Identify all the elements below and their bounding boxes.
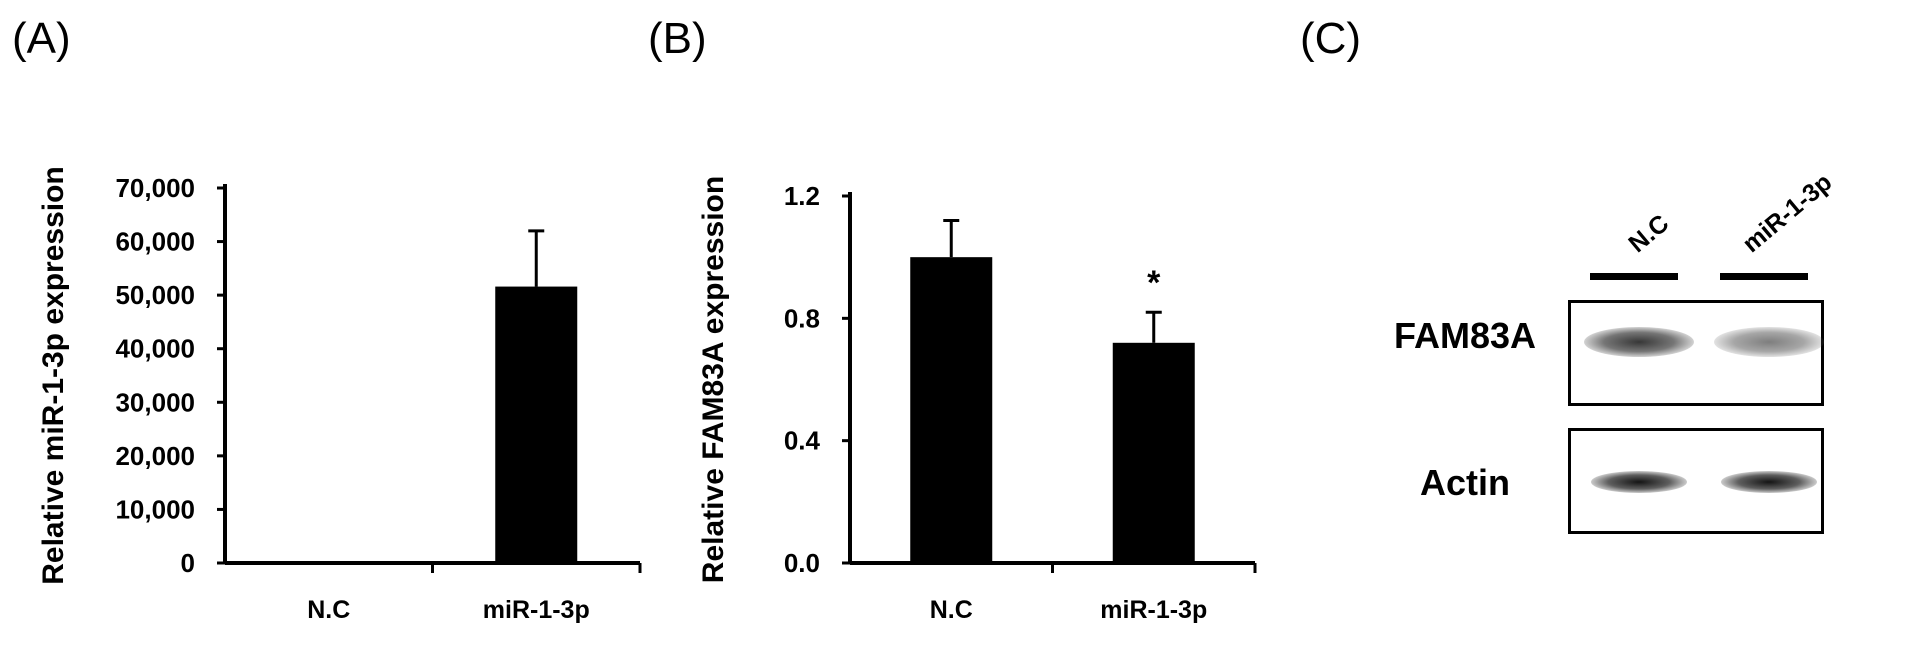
panel-label-b: (B) xyxy=(648,14,707,63)
y-tick-label: 20,000 xyxy=(115,441,195,471)
significance-mark: * xyxy=(1147,264,1161,302)
y-tick-label: 60,000 xyxy=(115,227,195,257)
x-tick-label: N.C xyxy=(930,596,973,624)
y-axis-label: Relative miR-1-3p expression xyxy=(37,166,70,585)
y-tick-label: 0.4 xyxy=(784,426,821,456)
blot-label-fam83a: FAM83A xyxy=(1394,315,1537,356)
y-tick-label: 1.2 xyxy=(784,181,820,211)
y-tick-label: 0 xyxy=(181,548,195,578)
y-tick-label: 10,000 xyxy=(115,494,195,524)
bar xyxy=(1112,342,1195,563)
bar xyxy=(910,257,993,563)
panel-label-c: (C) xyxy=(1300,14,1362,63)
y-tick-label: 30,000 xyxy=(115,387,195,417)
chart-b: 0.0 0.4 0.8 1.2 N.C * miR-1-3p Relative FAM83A … xyxy=(697,176,1257,624)
panel-label-a: (A) xyxy=(12,14,71,63)
blot-label-actin: Actin xyxy=(1420,462,1510,503)
blot-band xyxy=(1591,471,1687,493)
x-tick-label: miR-1-3p xyxy=(1100,596,1207,624)
x-tick-label: N.C xyxy=(307,596,350,624)
y-axis-label: Relative FAM83A expression xyxy=(697,176,730,583)
blot-band xyxy=(1714,327,1824,357)
y-tick-label: 50,000 xyxy=(115,280,195,310)
blot-band xyxy=(1584,327,1694,357)
blot-band xyxy=(1721,471,1817,493)
lane-bar-mir xyxy=(1720,273,1808,280)
lane-bar-nc xyxy=(1590,273,1678,280)
blot-box-fam83a xyxy=(1568,300,1824,406)
x-tick-label: miR-1-3p xyxy=(483,596,590,624)
y-tick-label: 0.8 xyxy=(784,303,820,333)
y-tick-label: 70,000 xyxy=(115,173,195,203)
chart-a: 0 10,000 20,000 30,000 40,000 50,000 60,000 70,… xyxy=(37,166,642,624)
y-tick-label: 0.0 xyxy=(784,548,820,578)
bar xyxy=(495,286,578,563)
y-tick-label: 40,000 xyxy=(115,334,195,364)
lane-label-mir: miR-1-3p xyxy=(1737,168,1838,259)
blot-box-actin xyxy=(1568,428,1824,534)
lane-label-nc: N.C xyxy=(1623,209,1675,259)
